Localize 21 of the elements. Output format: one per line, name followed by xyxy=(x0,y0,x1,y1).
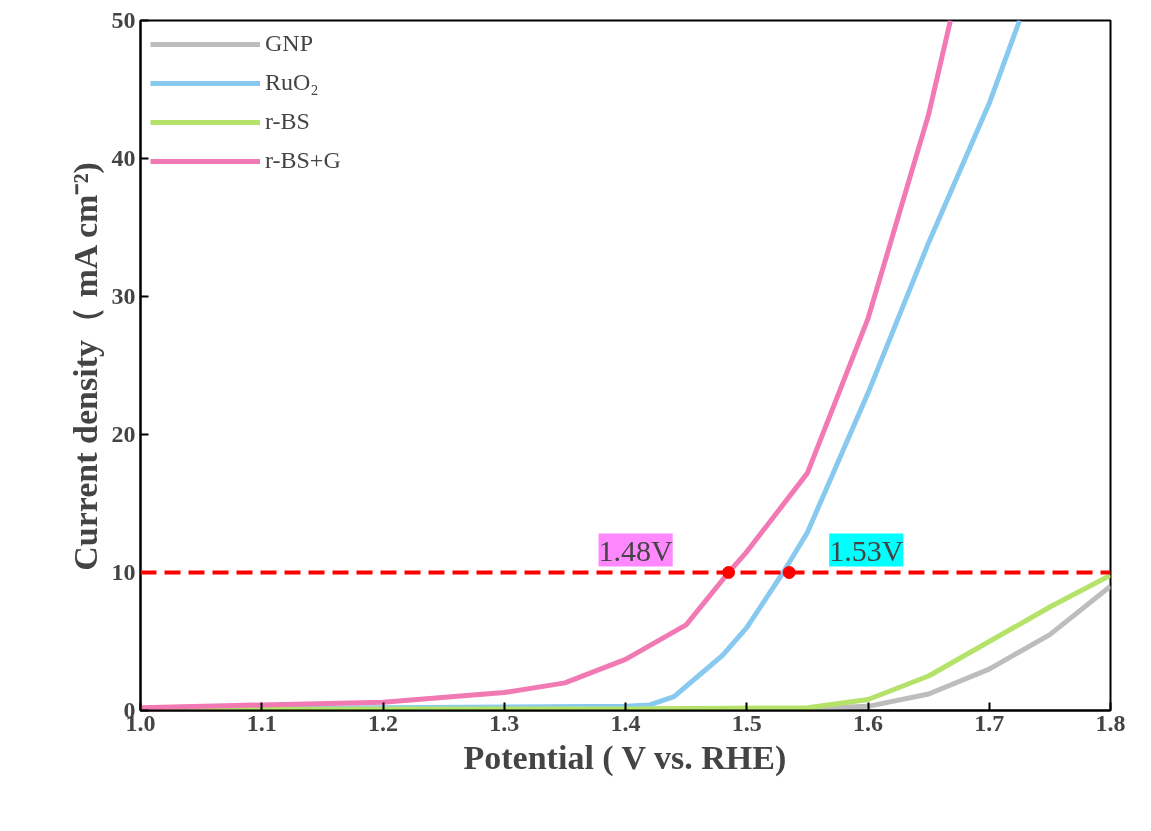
x-axis-title: Potential ( V vs. RHE) xyxy=(463,738,787,777)
x-tick-label: 1.8 xyxy=(1095,709,1126,736)
legend-label: r-BS+G xyxy=(265,147,341,174)
legend-label: RuO₂ xyxy=(265,69,319,96)
annotation: 1.48V xyxy=(598,533,674,567)
y-tick-label: 30 xyxy=(111,283,136,309)
x-tick-label: 1.4 xyxy=(610,709,641,736)
x-tick-label: 1.2 xyxy=(368,709,398,736)
legend-label: GNP xyxy=(265,30,314,57)
x-tick-label: 1.3 xyxy=(489,709,520,736)
y-axis-title: Current density（ mA cm⁻²) xyxy=(66,162,105,571)
y-tick-label: 20 xyxy=(111,421,136,447)
x-tick-label: 1.7 xyxy=(974,709,1005,736)
x-tick-label: 1.6 xyxy=(853,709,883,736)
y-tick-label: 50 xyxy=(111,7,136,33)
x-tick-label: 1.5 xyxy=(731,709,762,736)
legend-label: r-BS xyxy=(265,108,310,135)
y-tick-label: 40 xyxy=(111,145,136,171)
y-tick-label: 10 xyxy=(111,559,136,585)
annotation: 1.53V xyxy=(829,533,904,567)
x-tick-label: 1.1 xyxy=(246,709,277,736)
